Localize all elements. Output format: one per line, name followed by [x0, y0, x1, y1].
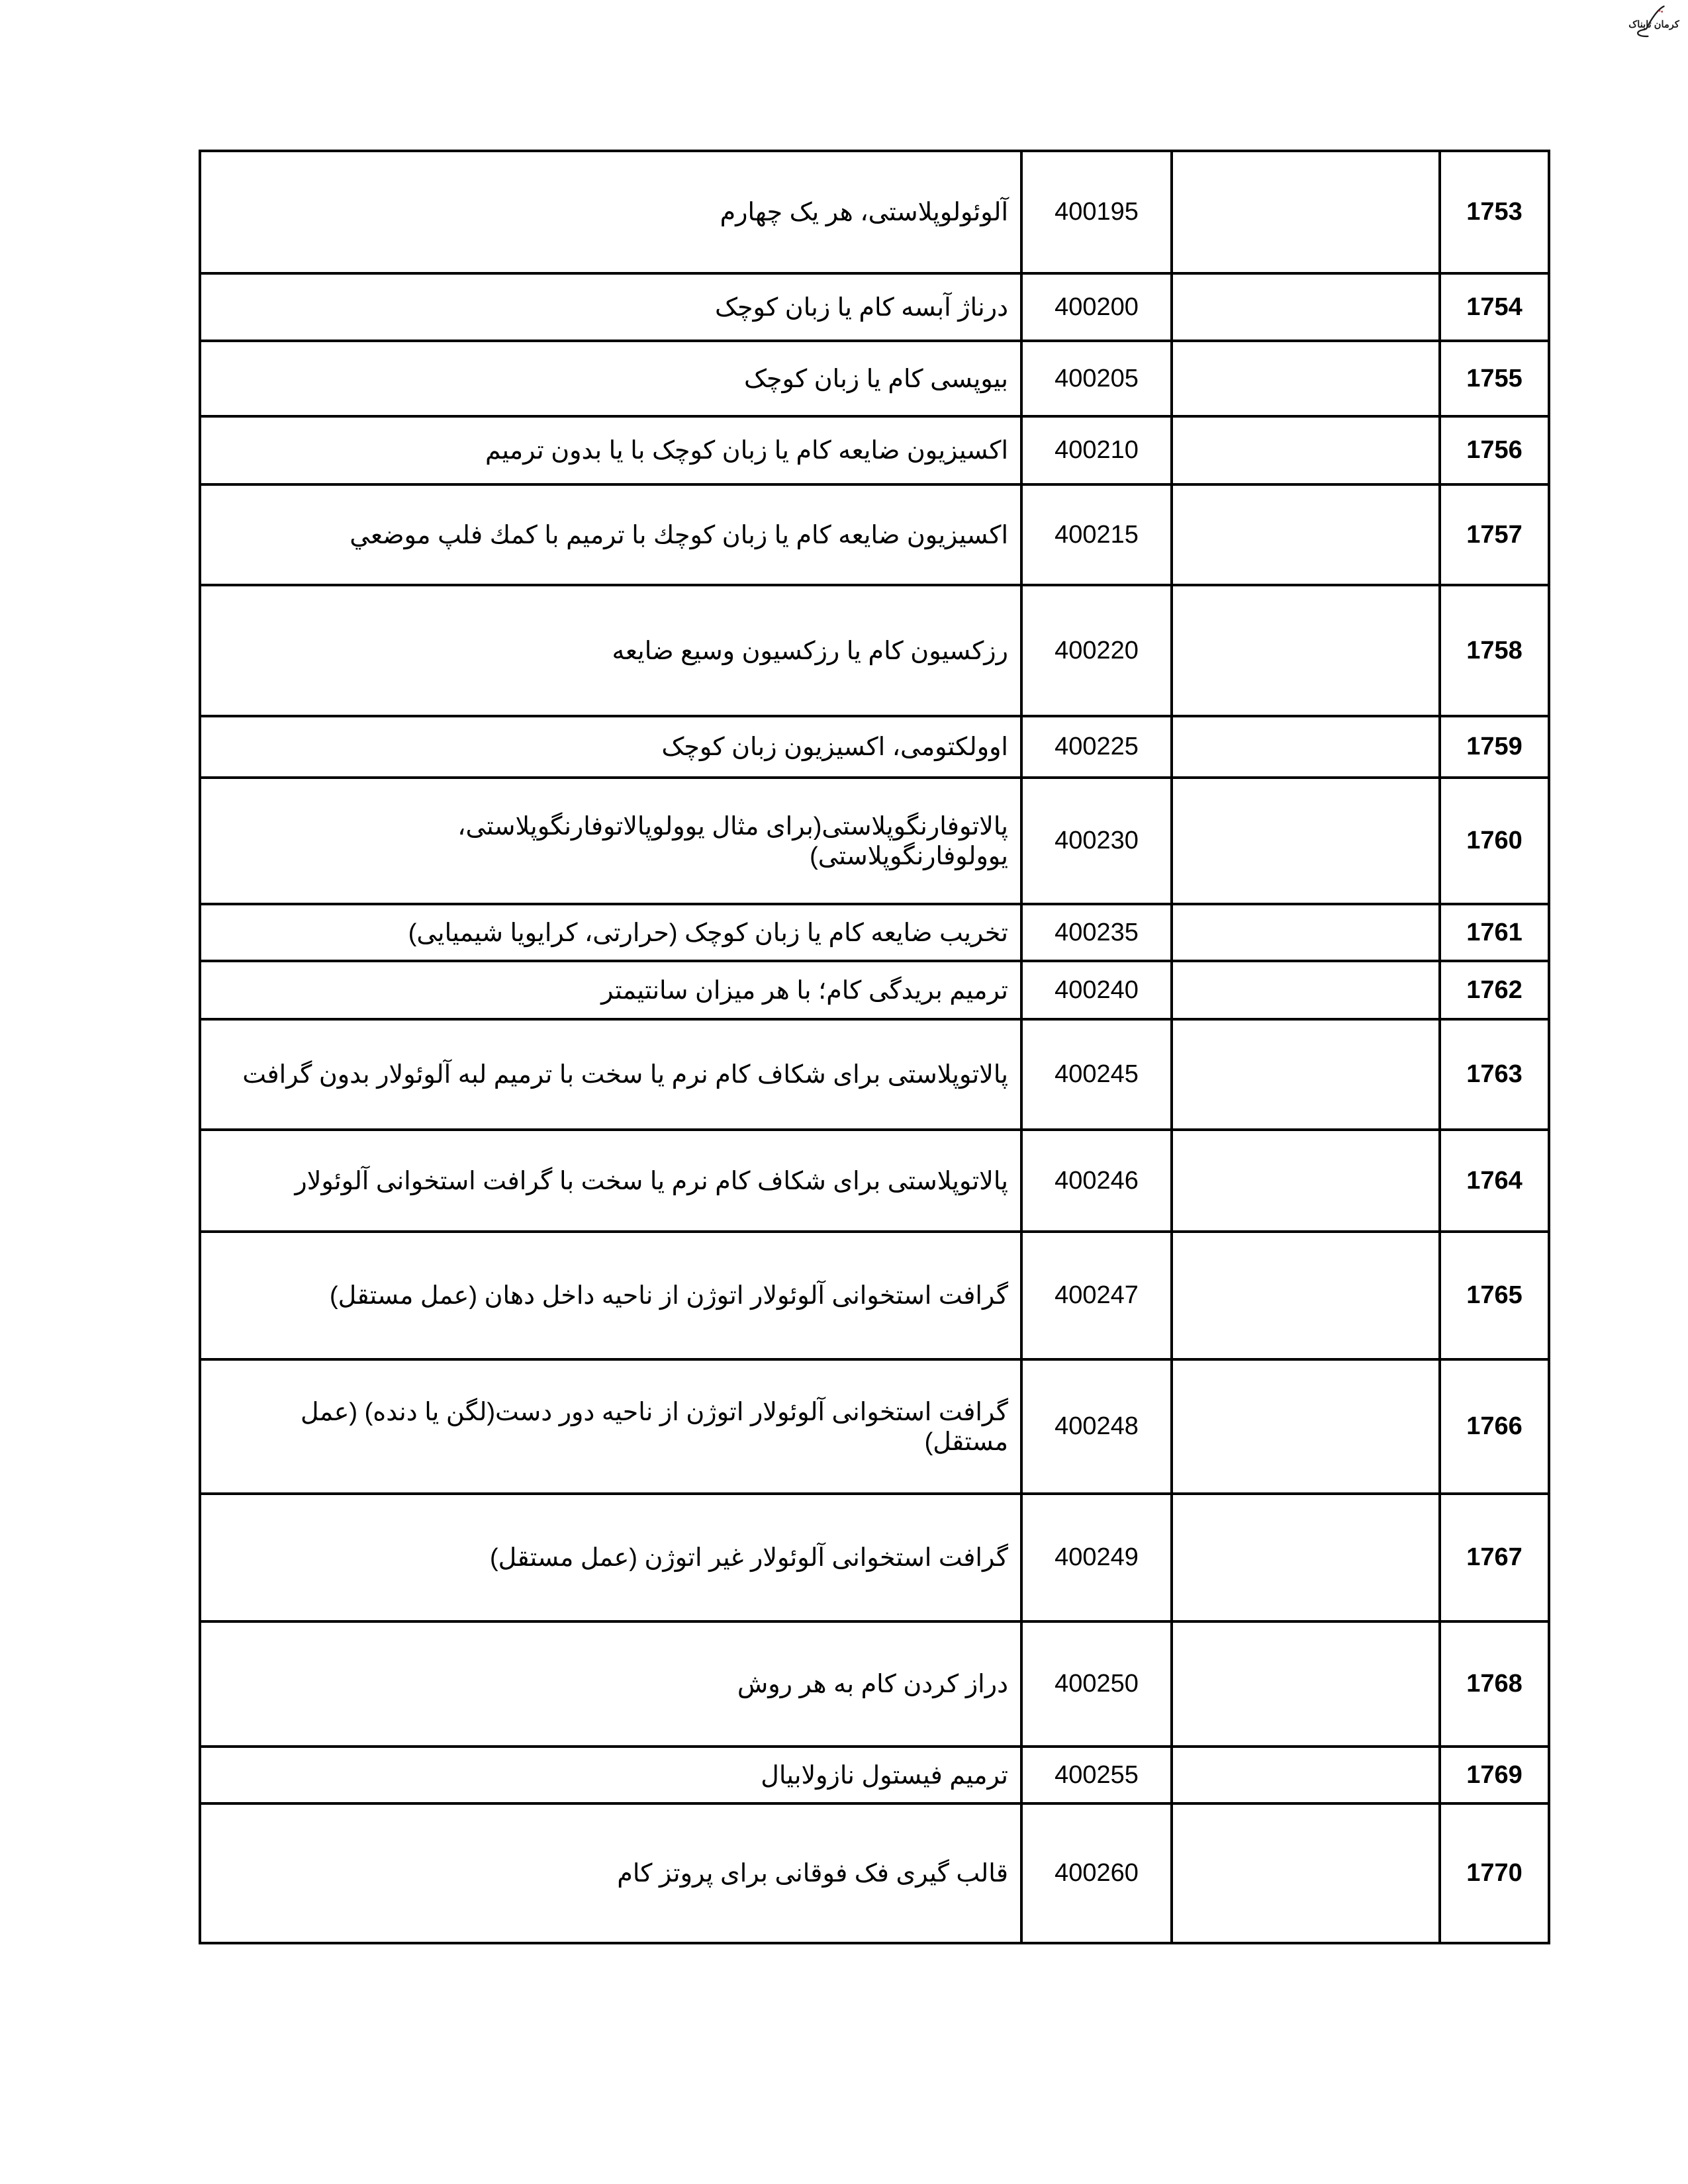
svg-text:کرمان تابناک: کرمان تابناک [1628, 20, 1680, 30]
